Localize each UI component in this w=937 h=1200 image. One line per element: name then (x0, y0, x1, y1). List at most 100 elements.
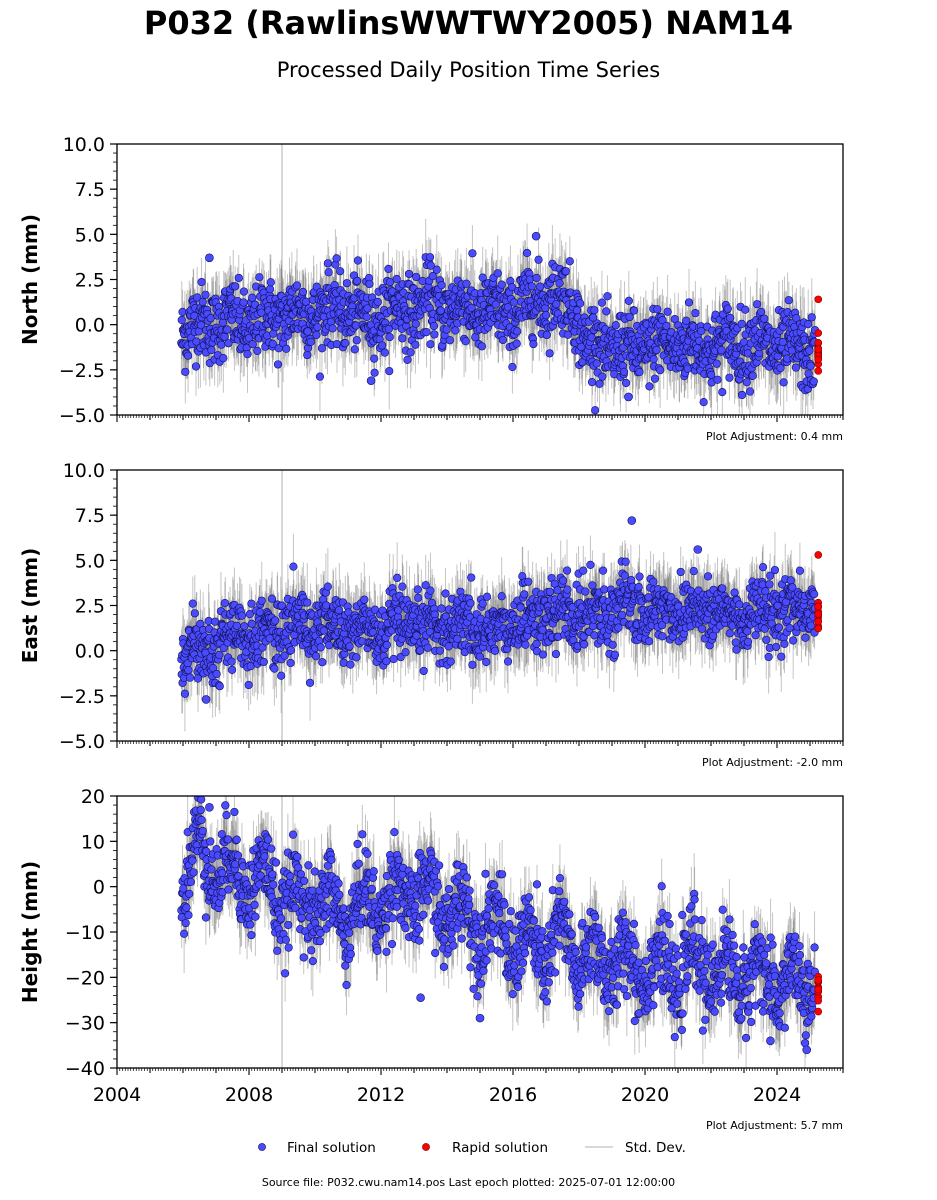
final-point (384, 264, 393, 274)
y-axis-label: North (mm) (18, 214, 42, 345)
final-point (592, 359, 601, 368)
rapid-point (814, 338, 823, 347)
final-point (602, 307, 611, 316)
final-point (471, 333, 480, 342)
page-subtitle: Processed Daily Position Time Series (276, 58, 661, 82)
final-point (266, 278, 275, 287)
final-point (223, 325, 232, 334)
rapid-point (814, 295, 823, 304)
final-point (253, 346, 262, 355)
final-point (625, 312, 634, 322)
final-point (532, 273, 541, 283)
page-title: P032 (RawlinsWWTWY2005) NAM14 (143, 4, 794, 42)
final-point (385, 278, 395, 287)
final-point (545, 349, 554, 358)
final-point (737, 390, 747, 400)
final-point (512, 339, 521, 348)
final-point (563, 330, 572, 339)
final-point (298, 287, 308, 297)
final-point (370, 354, 379, 363)
final-point (336, 267, 345, 276)
final-point (699, 397, 708, 407)
final-point (239, 298, 248, 307)
final-point (645, 382, 654, 391)
y-tick-label: 7.5 (75, 179, 105, 201)
final-point (624, 296, 633, 305)
plot-area (177, 144, 823, 415)
final-point (684, 298, 694, 307)
final-point (805, 346, 814, 355)
final-point (555, 279, 564, 288)
final-point (760, 314, 769, 323)
final-point (784, 296, 793, 305)
final-point (577, 342, 586, 351)
final-point (587, 378, 597, 387)
final-point (205, 253, 214, 263)
final-point (273, 360, 283, 369)
final-point (742, 378, 751, 387)
final-point (432, 265, 441, 274)
final-point (255, 273, 264, 282)
final-point (595, 379, 604, 388)
final-point (177, 315, 186, 325)
final-point (649, 355, 658, 364)
final-point (362, 312, 371, 321)
final-point (181, 367, 190, 376)
y-tick-label: 10.0 (63, 134, 105, 156)
final-point (461, 337, 470, 346)
final-point (207, 345, 216, 355)
plot-adjustment: Plot Adjustment: 0.4 mm (706, 430, 843, 443)
rapid-point (814, 329, 823, 337)
final-point (363, 304, 372, 313)
final-point (658, 315, 667, 325)
final-point (430, 330, 439, 339)
final-point (385, 366, 394, 376)
final-point (217, 340, 226, 349)
final-point (529, 339, 538, 349)
final-point (776, 363, 785, 373)
final-point (497, 280, 506, 289)
final-point (268, 339, 277, 349)
final-point (313, 323, 322, 332)
y-tick-label: −2.5 (59, 360, 105, 382)
rapid-point (814, 367, 823, 375)
final-point (653, 305, 662, 314)
y-tick-label: 2.5 (75, 270, 105, 292)
y-tick-label: 0.0 (75, 315, 105, 337)
final-point (373, 297, 382, 307)
final-point (352, 336, 361, 345)
final-point (670, 315, 679, 324)
final-point (403, 355, 412, 364)
plot-area (177, 470, 823, 741)
final-point (493, 269, 502, 278)
final-point (491, 300, 500, 309)
final-point (477, 342, 487, 351)
final-point (753, 300, 762, 309)
final-point (341, 339, 350, 348)
final-point (713, 375, 722, 384)
final-point (806, 361, 815, 370)
final-point (536, 282, 545, 291)
final-point (662, 321, 671, 330)
final-point (442, 325, 451, 334)
final-point (406, 348, 415, 357)
final-point (317, 344, 327, 353)
final-point (303, 350, 312, 360)
final-point (576, 299, 585, 308)
final-point (350, 345, 359, 354)
final-point (748, 371, 757, 380)
final-point (353, 276, 362, 286)
final-point (201, 290, 210, 299)
final-point (353, 256, 363, 265)
final-point (392, 274, 401, 284)
final-point (522, 248, 532, 258)
final-point (198, 297, 207, 306)
final-point (231, 282, 240, 291)
final-point (197, 277, 206, 287)
final-point (778, 337, 787, 347)
final-point (429, 321, 439, 331)
final-point (807, 313, 816, 322)
final-point (282, 344, 291, 353)
final-point (619, 367, 629, 376)
final-point (508, 362, 517, 372)
